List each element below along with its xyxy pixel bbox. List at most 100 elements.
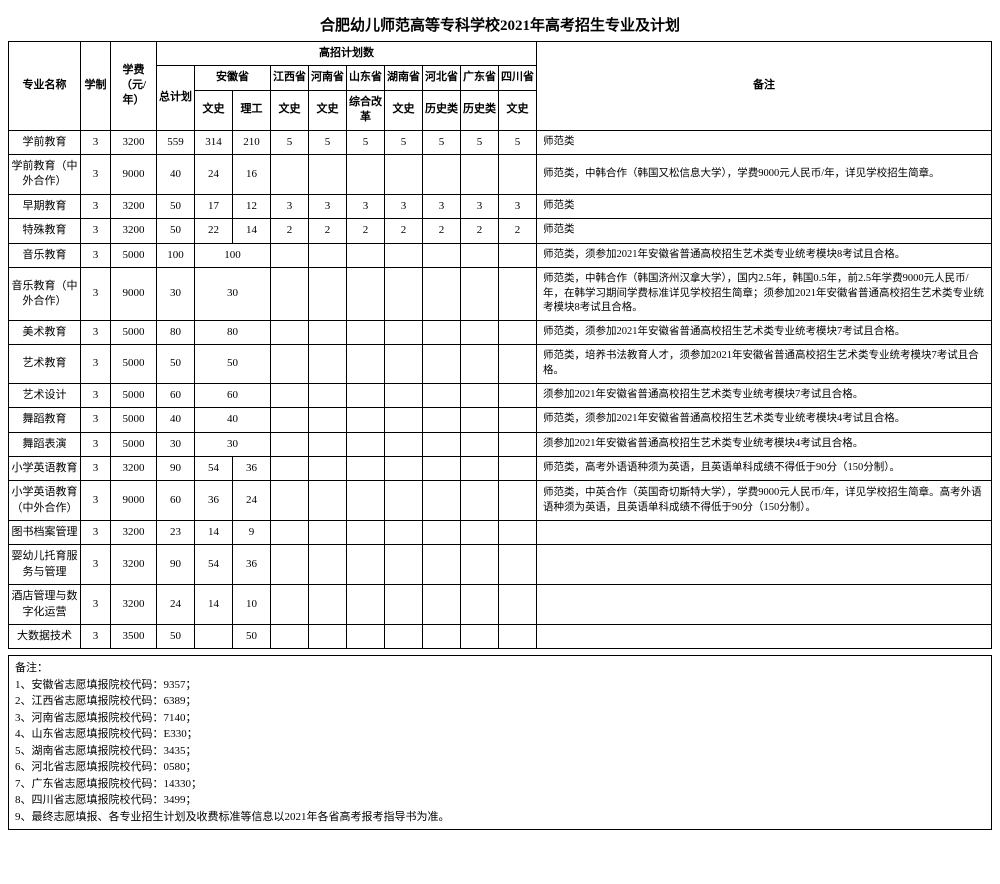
cell: 5 bbox=[271, 130, 309, 154]
cell: 小学英语教育 bbox=[9, 456, 81, 480]
cell bbox=[385, 243, 423, 267]
cell: 14 bbox=[233, 219, 271, 243]
cell bbox=[461, 154, 499, 194]
cell: 36 bbox=[195, 481, 233, 521]
footnote-item: 5、湖南省志愿填报院校代码：3435； bbox=[15, 743, 985, 760]
cell: 师范类，须参加2021年安徽省普通高校招生艺术类专业统考模块4考试且合格。 bbox=[537, 408, 992, 432]
th-duration: 学制 bbox=[81, 42, 111, 131]
cell bbox=[461, 267, 499, 320]
cell bbox=[423, 585, 461, 625]
cell bbox=[271, 154, 309, 194]
cell bbox=[461, 545, 499, 585]
cell: 3 bbox=[81, 432, 111, 456]
table-row: 舞蹈教育350004040师范类，须参加2021年安徽省普通高校招生艺术类专业统… bbox=[9, 408, 992, 432]
th-shandong: 山东省 bbox=[347, 66, 385, 90]
cell bbox=[309, 545, 347, 585]
cell: 大数据技术 bbox=[9, 625, 81, 649]
cell: 图书档案管理 bbox=[9, 521, 81, 545]
cell: 婴幼儿托育服务与管理 bbox=[9, 545, 81, 585]
cell bbox=[271, 267, 309, 320]
cell: 须参加2021年安徽省普通高校招生艺术类专业统考模块4考试且合格。 bbox=[537, 432, 992, 456]
cell bbox=[499, 432, 537, 456]
cell: 3 bbox=[461, 194, 499, 218]
cell: 师范类，中韩合作（韩国又松信息大学），学费9000元人民币/年，详见学校招生简章… bbox=[537, 154, 992, 194]
cell bbox=[499, 408, 537, 432]
cell: 3 bbox=[423, 194, 461, 218]
cell: 3 bbox=[81, 383, 111, 407]
cell bbox=[347, 345, 385, 383]
cell bbox=[499, 545, 537, 585]
cell bbox=[499, 481, 537, 521]
cell: 师范类，须参加2021年安徽省普通高校招生艺术类专业统考模块8考试且合格。 bbox=[537, 243, 992, 267]
cell: 90 bbox=[157, 545, 195, 585]
cell: 3 bbox=[81, 481, 111, 521]
cell: 10 bbox=[233, 585, 271, 625]
footnote-item: 3、河南省志愿填报院校代码：7140； bbox=[15, 710, 985, 727]
th-jx-wenshi: 文史 bbox=[271, 90, 309, 130]
cell: 30 bbox=[157, 267, 195, 320]
cell bbox=[461, 585, 499, 625]
cell bbox=[347, 625, 385, 649]
cell bbox=[385, 154, 423, 194]
cell: 艺术教育 bbox=[9, 345, 81, 383]
cell: 5 bbox=[385, 130, 423, 154]
cell: 30 bbox=[195, 432, 271, 456]
cell bbox=[423, 267, 461, 320]
cell bbox=[309, 481, 347, 521]
cell: 5 bbox=[499, 130, 537, 154]
cell bbox=[271, 456, 309, 480]
th-hebei: 河北省 bbox=[423, 66, 461, 90]
cell: 3200 bbox=[111, 219, 157, 243]
table-row: 学前教育（中外合作）39000402416师范类，中韩合作（韩国又松信息大学），… bbox=[9, 154, 992, 194]
footnote-item: 9、最终志愿填报、各专业招生计划及收费标准等信息以2021年各省高考报考指导书为… bbox=[15, 809, 985, 826]
table-row: 艺术设计350006060须参加2021年安徽省普通高校招生艺术类专业统考模块7… bbox=[9, 383, 992, 407]
cell bbox=[347, 521, 385, 545]
cell bbox=[347, 267, 385, 320]
cell bbox=[537, 521, 992, 545]
footnote-item: 7、广东省志愿填报院校代码：14330； bbox=[15, 776, 985, 793]
cell: 3 bbox=[309, 194, 347, 218]
table-row: 学前教育332005593142105555555师范类 bbox=[9, 130, 992, 154]
cell: 3200 bbox=[111, 585, 157, 625]
cell bbox=[423, 345, 461, 383]
th-hunan: 湖南省 bbox=[385, 66, 423, 90]
cell bbox=[423, 625, 461, 649]
cell bbox=[537, 625, 992, 649]
cell: 3 bbox=[81, 243, 111, 267]
cell bbox=[461, 243, 499, 267]
cell bbox=[347, 408, 385, 432]
cell: 2 bbox=[385, 219, 423, 243]
cell: 3 bbox=[81, 521, 111, 545]
cell: 师范类，须参加2021年安徽省普通高校招生艺术类专业统考模块7考试且合格。 bbox=[537, 320, 992, 344]
cell bbox=[423, 545, 461, 585]
cell bbox=[423, 456, 461, 480]
cell: 3 bbox=[499, 194, 537, 218]
cell: 美术教育 bbox=[9, 320, 81, 344]
cell bbox=[461, 432, 499, 456]
cell: 60 bbox=[195, 383, 271, 407]
cell: 3200 bbox=[111, 521, 157, 545]
cell: 3 bbox=[81, 585, 111, 625]
table-row: 音乐教育35000100100师范类，须参加2021年安徽省普通高校招生艺术类专… bbox=[9, 243, 992, 267]
cell bbox=[271, 481, 309, 521]
footnotes: 备注： 1、安徽省志愿填报院校代码：9357；2、江西省志愿填报院校代码：638… bbox=[8, 655, 992, 830]
cell bbox=[271, 432, 309, 456]
cell: 学前教育（中外合作） bbox=[9, 154, 81, 194]
cell: 80 bbox=[195, 320, 271, 344]
th-plan-group: 高招计划数 bbox=[157, 42, 537, 66]
cell bbox=[309, 625, 347, 649]
cell: 24 bbox=[195, 154, 233, 194]
cell: 40 bbox=[157, 408, 195, 432]
cell bbox=[423, 320, 461, 344]
cell: 3 bbox=[271, 194, 309, 218]
cell: 师范类，培养书法教育人才，须参加2021年安徽省普通高校招生艺术类专业统考模块7… bbox=[537, 345, 992, 383]
cell bbox=[385, 456, 423, 480]
cell bbox=[461, 625, 499, 649]
th-sc-wenshi: 文史 bbox=[499, 90, 537, 130]
cell bbox=[271, 408, 309, 432]
cell bbox=[385, 521, 423, 545]
footnote-item: 2、江西省志愿填报院校代码：6389； bbox=[15, 693, 985, 710]
cell: 17 bbox=[195, 194, 233, 218]
table-row: 大数据技术335005050 bbox=[9, 625, 992, 649]
cell bbox=[423, 243, 461, 267]
